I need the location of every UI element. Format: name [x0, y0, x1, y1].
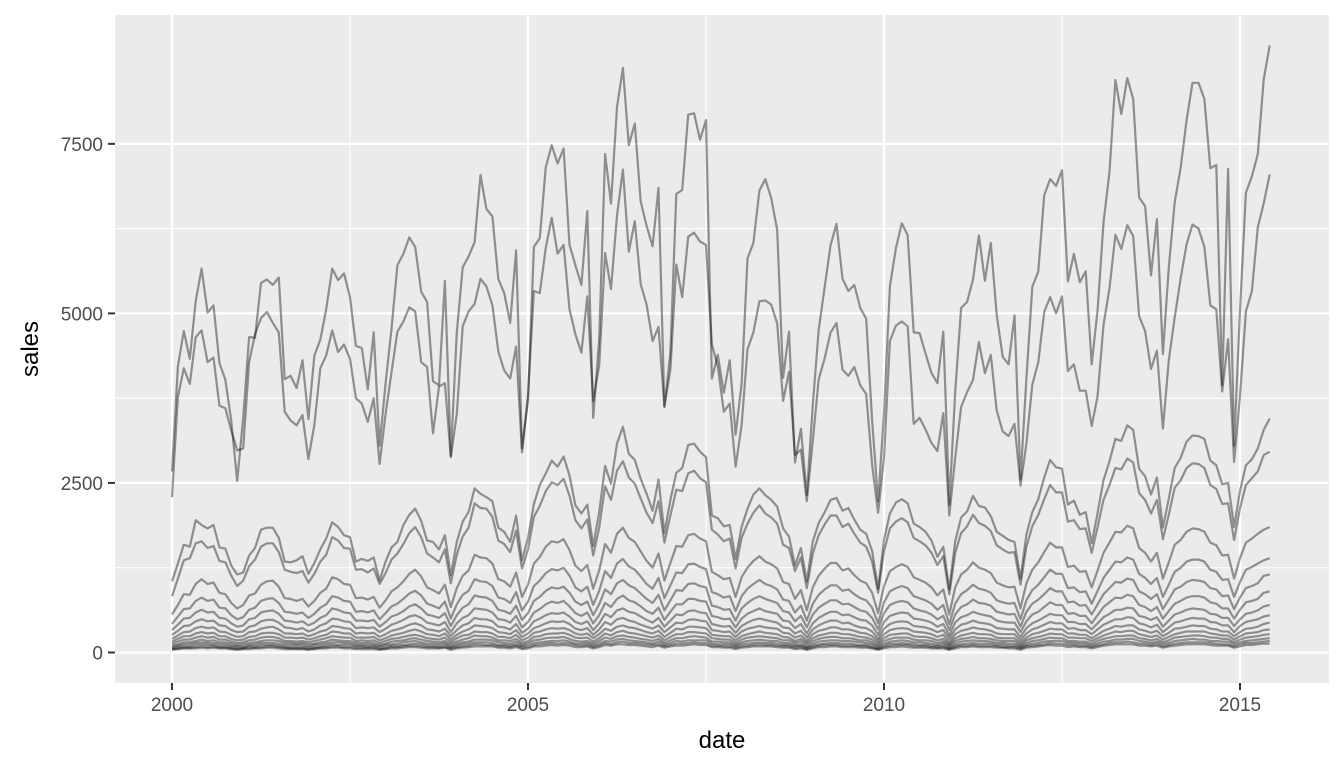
minor-gridlines — [115, 15, 1329, 683]
x-axis: 2000 2005 2010 2015 — [151, 683, 1261, 716]
series-line-1 — [170, 45, 1271, 506]
series-line-2 — [170, 168, 1271, 517]
x-tick-label: 2015 — [1219, 695, 1261, 716]
series-line-15 — [171, 639, 1270, 651]
y-tick-label: 5000 — [61, 304, 103, 325]
series-line-10 — [171, 614, 1270, 644]
series-line-7 — [171, 573, 1270, 632]
y-axis: 0 2500 5000 7500 — [61, 135, 115, 664]
x-tick-label: 2010 — [863, 695, 905, 716]
series-line-4 — [170, 450, 1271, 597]
x-tick-label: 2005 — [507, 695, 549, 716]
y-tick-label: 7500 — [61, 135, 103, 156]
major-gridlines — [115, 15, 1329, 683]
y-tick-label: 2500 — [61, 474, 103, 495]
series-line-11 — [171, 621, 1270, 646]
series-line-8 — [171, 590, 1270, 637]
series-line-12 — [171, 628, 1270, 647]
y-tick-label: 0 — [92, 643, 103, 664]
series-line-5 — [171, 524, 1271, 616]
series-lines — [170, 45, 1271, 651]
series-line-3 — [170, 417, 1271, 591]
series-line-14 — [171, 637, 1270, 650]
x-axis-title: date — [699, 727, 746, 754]
series-line-6 — [171, 556, 1271, 626]
y-axis-title: sales — [17, 321, 44, 377]
series-line-13 — [171, 633, 1270, 649]
series-line-9 — [171, 603, 1270, 640]
series-line-16 — [171, 642, 1270, 651]
x-tick-label: 2000 — [151, 695, 193, 716]
plot-panel — [115, 15, 1329, 683]
